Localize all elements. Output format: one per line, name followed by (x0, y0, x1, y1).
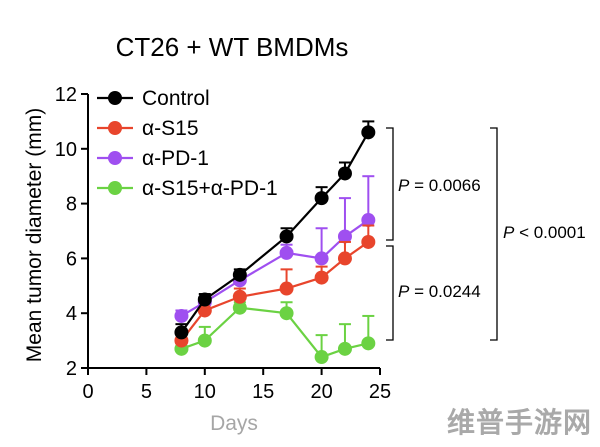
legend-label: α-S15 (142, 117, 199, 140)
x-tick-label: 5 (141, 381, 152, 403)
y-tick-label: 4 (66, 303, 77, 325)
data-point (197, 292, 212, 307)
p-value-label: P = 0.0244 (398, 282, 481, 301)
legend-marker (108, 121, 122, 135)
bracket-s15-vs-combo (386, 245, 394, 341)
legend-item-1: Control (97, 87, 210, 110)
y-tick-label: 2 (66, 358, 77, 380)
legend-marker (108, 151, 122, 165)
legend-marker (108, 181, 122, 195)
x-tick-label: 15 (252, 381, 274, 403)
data-point (279, 245, 294, 260)
series-layer (174, 120, 376, 365)
data-point (232, 267, 247, 282)
legend-item-2: α-S15 (97, 117, 199, 140)
chart-title: CT26 + WT BMDMs (116, 32, 349, 62)
data-point (174, 308, 189, 323)
y-tick-label: 10 (55, 139, 77, 161)
data-point (232, 300, 247, 315)
data-point (361, 336, 376, 351)
series-1 (174, 120, 376, 340)
data-point (361, 125, 376, 140)
p-value-label: P < 0.0001 (503, 223, 586, 242)
data-point (337, 166, 352, 181)
legend-label: α-PD-1 (142, 147, 209, 170)
y-tick-label: 12 (55, 84, 77, 106)
y-tick-label: 8 (66, 194, 77, 216)
x-tick-label: 0 (82, 381, 93, 403)
bracket-control-vs-s15 (386, 127, 394, 241)
legend-item-3: α-PD-1 (97, 147, 209, 170)
series-4 (174, 300, 376, 365)
data-point (279, 281, 294, 296)
legend-marker (108, 91, 122, 105)
series-2 (174, 224, 376, 348)
data-point (337, 229, 352, 244)
x-tick-label: 20 (310, 381, 332, 403)
bracket-control-vs-combo (490, 127, 498, 341)
significance-brackets: P = 0.0066 P = 0.0244 P < 0.0001 (386, 127, 586, 341)
data-point (279, 306, 294, 321)
data-point (174, 325, 189, 340)
p-value-label: P = 0.0066 (398, 176, 481, 195)
x-tick-label: 10 (194, 381, 216, 403)
x-tick-label: 25 (369, 381, 391, 403)
data-point (314, 350, 329, 365)
data-point (361, 234, 376, 249)
data-point (279, 229, 294, 244)
data-point (232, 289, 247, 304)
axes: 2 4 6 8 10 12 0 5 10 15 20 25 (55, 84, 391, 403)
data-point (314, 251, 329, 266)
x-axis-label: Days (210, 412, 258, 435)
data-point (197, 303, 212, 318)
data-point (197, 333, 212, 348)
data-point (361, 213, 376, 228)
legend-label: Control (142, 87, 210, 110)
y-tick-label: 6 (66, 248, 77, 270)
legend: Control α-S15 α-PD-1 α-S15+α-PD-1 (97, 87, 278, 200)
watermark: 维普手游网 (446, 406, 592, 439)
legend-item-4: α-S15+α-PD-1 (97, 177, 278, 200)
data-point (337, 251, 352, 266)
y-axis-label: Mean tumor diameter (mm) (23, 108, 46, 362)
data-point (314, 191, 329, 206)
data-point (314, 270, 329, 285)
legend-label: α-S15+α-PD-1 (142, 177, 278, 200)
data-point (337, 341, 352, 356)
